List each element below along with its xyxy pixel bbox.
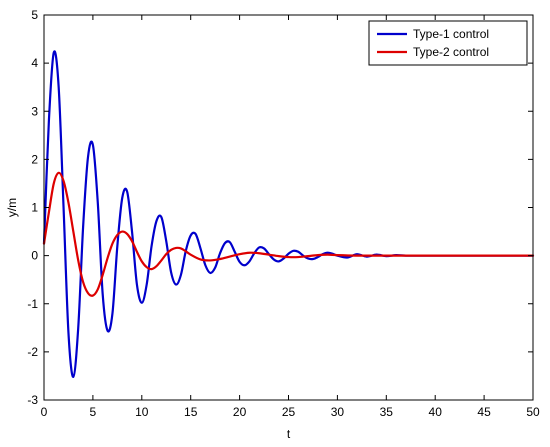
y-tick-label: 2 [31,152,38,166]
y-tick-label: 4 [31,56,38,70]
x-axis: 0 5 10 15 20 25 30 35 40 45 50 [41,15,540,419]
legend-entry-label: Type-1 control [413,27,489,41]
legend-entry-label: Type-2 control [413,45,489,59]
x-tick-label: 20 [233,405,247,419]
x-tick-label: 30 [331,405,345,419]
y-tick-label: 3 [31,104,38,118]
y-tick-label: -2 [27,345,38,359]
x-axis-label: t [287,427,291,441]
series-layer [42,50,535,379]
x-tick-label: 15 [184,405,198,419]
x-tick-label: 10 [135,405,149,419]
plot-area [44,15,533,400]
x-tick-label: 25 [282,405,296,419]
x-tick-label: 5 [90,405,97,419]
x-tick-label: 40 [429,405,443,419]
x-tick-label: 45 [477,405,491,419]
y-tick-label: 0 [31,249,38,263]
x-tick-label: 50 [526,405,540,419]
y-axis: -3 -2 -1 0 1 2 3 4 5 [27,8,533,407]
y-tick-label: 5 [31,8,38,22]
series-line-2 [42,171,535,297]
y-tick-label: -3 [27,393,38,407]
legend-box [368,20,528,66]
x-tick-label: 0 [41,405,48,419]
y-axis-label: y/m [5,198,19,217]
x-tick-label: 35 [380,405,394,419]
y-tick-label: 1 [31,201,38,215]
y-tick-label: -1 [27,297,38,311]
series-line-1 [42,50,535,379]
legend: Type-1 control Type-2 control [368,20,528,66]
